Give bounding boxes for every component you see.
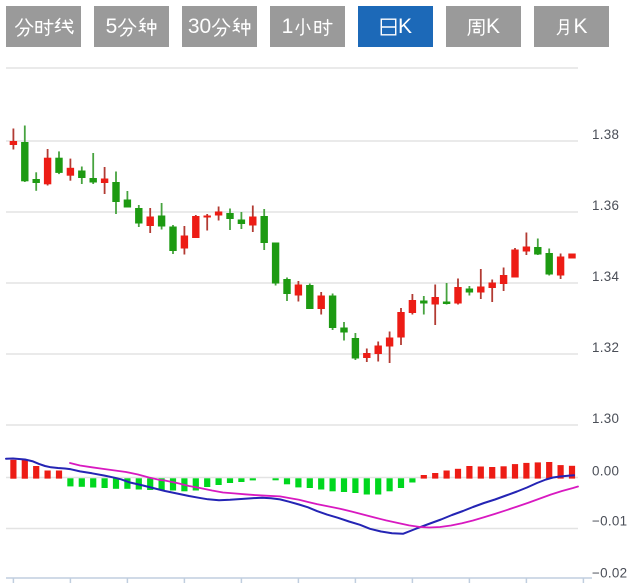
- svg-text:0.00: 0.00: [592, 464, 619, 479]
- svg-text:1.38: 1.38: [592, 127, 619, 142]
- svg-text:−0.02: −0.02: [592, 565, 627, 580]
- svg-text:1.34: 1.34: [592, 269, 620, 284]
- svg-text:−0.01: −0.01: [592, 513, 627, 528]
- svg-text:1.36: 1.36: [592, 198, 619, 213]
- svg-text:1.30: 1.30: [592, 411, 619, 426]
- svg-text:1.32: 1.32: [592, 340, 619, 355]
